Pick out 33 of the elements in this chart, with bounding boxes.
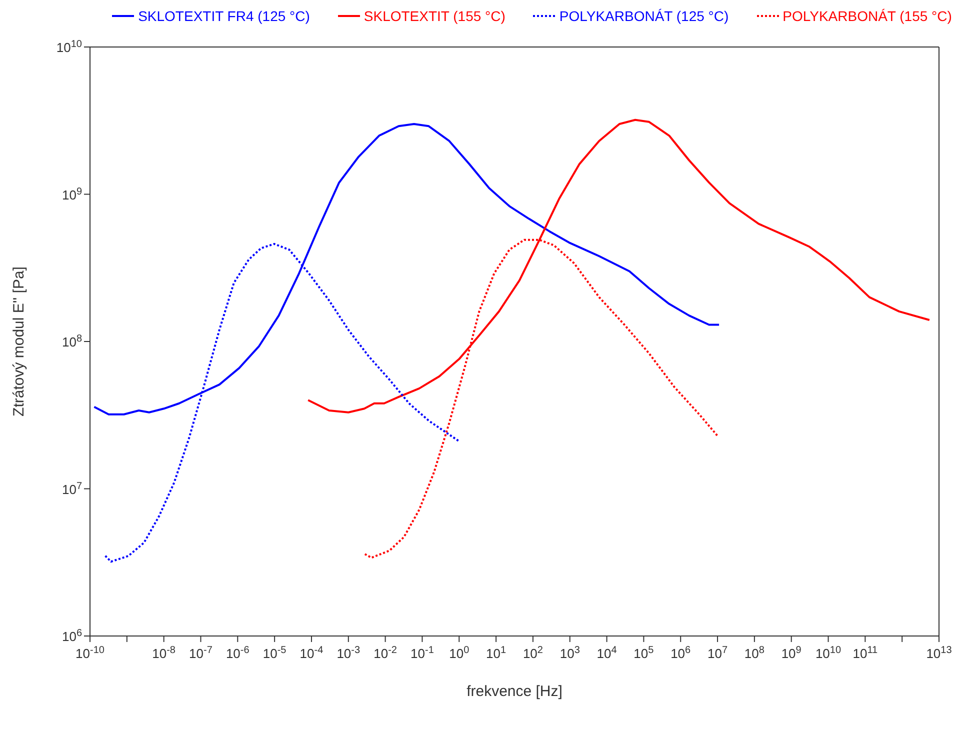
x-tick-label: 10$^{10}$ — [815, 644, 842, 661]
x-tick-label: 10$^{13}$ — [926, 644, 952, 661]
x-tick-label: 10$^{0}$ — [449, 644, 470, 661]
legend-label: SKLOTEXTIT (155 °C) — [362, 8, 506, 24]
x-tick-label: 10$^{11}$ — [852, 644, 878, 661]
y-axis-title: Ztrátový modul E'' [Pa] — [10, 266, 28, 416]
y-tick-label: 10$^{8}$ — [62, 333, 82, 350]
x-tick-label: 10$^{4}$ — [596, 644, 618, 661]
x-axis-title: frekvence [Hz] — [466, 683, 562, 700]
x-tick-label: 10$^{-7}$ — [189, 644, 213, 661]
y-tick-label: 10$^{10}$ — [56, 38, 82, 55]
y-tick-label: 10$^{9}$ — [62, 186, 82, 202]
x-tick-label: 10$^{-4}$ — [300, 644, 324, 661]
x-tick-label: 10$^{8}$ — [744, 644, 765, 661]
x-tick-label: 10$^{-3}$ — [336, 644, 361, 661]
x-tick-label: 10$^{-1}$ — [410, 644, 434, 661]
x-tick-label: 10$^{-2}$ — [374, 644, 398, 661]
x-tick-label: 10$^{-10}$ — [76, 644, 105, 661]
legend-label: POLYKARBONÁT (125 °C) — [558, 8, 729, 24]
y-tick-label: 10$^{6}$ — [62, 628, 82, 644]
x-tick-label: 10$^{9}$ — [781, 644, 802, 661]
x-tick-label: 10$^{5}$ — [634, 644, 654, 661]
x-tick-label: 10$^{-5}$ — [262, 644, 287, 661]
x-tick-label: 10$^{6}$ — [670, 644, 692, 661]
legend-label: POLYKARBONÁT (155 °C) — [782, 8, 952, 24]
x-tick-label: 10$^{-6}$ — [226, 644, 250, 661]
x-tick-label: 10$^{7}$ — [708, 644, 728, 661]
x-tick-label: 10$^{1}$ — [486, 644, 506, 661]
x-tick-label: 10$^{3}$ — [560, 644, 580, 661]
y-tick-label: 10$^{7}$ — [62, 480, 82, 497]
x-tick-label: 10$^{-8}$ — [152, 644, 176, 661]
x-tick-label: 10$^{2}$ — [522, 644, 544, 661]
legend-label: SKLOTEXTIT FR4 (125 °C) — [137, 8, 310, 24]
